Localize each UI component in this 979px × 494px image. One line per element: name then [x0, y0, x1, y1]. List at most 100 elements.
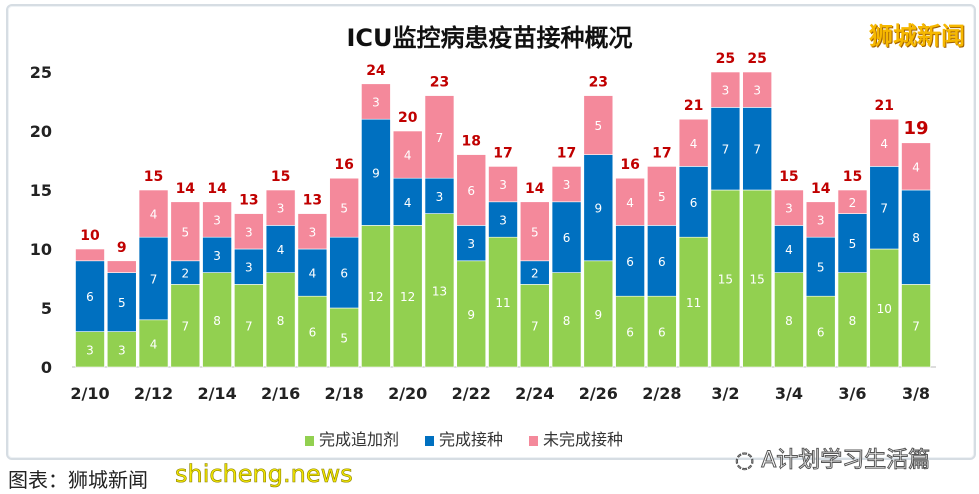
segment-label: 3 [118, 343, 126, 357]
segment-label: 7 [531, 320, 539, 334]
bar-segment [456, 260, 487, 368]
bar-segment [424, 213, 455, 368]
bar-segment [869, 166, 900, 250]
segment-label: 5 [531, 225, 539, 239]
segment-label: 4 [404, 149, 412, 163]
segment-label: 3 [436, 190, 444, 204]
segment-label: 5 [181, 225, 189, 239]
segment-label: 4 [912, 160, 920, 174]
segment-label: 12 [368, 290, 383, 304]
segment-label: 13 [432, 284, 447, 298]
bar-segment [837, 189, 868, 214]
total-label: 23 [430, 75, 449, 91]
segment-label: 3 [817, 214, 825, 228]
total-label: 16 [334, 157, 353, 173]
bar-segment [837, 213, 868, 273]
segment-label: 6 [658, 255, 666, 269]
footer-source: 图表：狮城新闻 [8, 468, 148, 492]
bar-segment [297, 213, 328, 250]
bar-segment [901, 189, 931, 285]
segment-label: 8 [213, 314, 221, 328]
segment-label: 7 [436, 131, 444, 145]
total-label: 9 [117, 240, 127, 256]
segment-label: 6 [626, 255, 634, 269]
segment-label: 7 [150, 273, 158, 287]
total-label: 16 [620, 157, 639, 173]
segment-label: 6 [86, 290, 94, 304]
total-label: 14 [811, 181, 831, 197]
bar-segment [615, 225, 645, 297]
bar-segment [678, 166, 709, 238]
bar-segment [837, 272, 868, 368]
bar-segment [488, 166, 518, 203]
segment-label: 7 [245, 320, 253, 334]
wechat-credit: ◌ A计划学习生活篇 [734, 448, 931, 474]
legend-item-complete: 完成接种 [425, 426, 503, 450]
legend-swatch [529, 435, 539, 446]
x-tick-label: 2/18 [325, 384, 364, 403]
total-label: 13 [239, 193, 258, 209]
legend-item-booster: 完成追加剂 [305, 426, 399, 450]
segment-label: 3 [277, 202, 285, 216]
x-tick-label: 2/28 [642, 384, 681, 403]
bar-segment [901, 142, 931, 191]
segment-label: 8 [912, 231, 920, 245]
total-label: 15 [779, 169, 798, 185]
bar-segment [805, 201, 836, 238]
segment-label: 3 [467, 237, 475, 251]
bar-segment [138, 319, 169, 368]
bar-segment [234, 213, 264, 250]
segment-label: 2 [531, 267, 539, 281]
bar-segment [297, 295, 328, 368]
bar-segment [583, 154, 614, 262]
segment-label: 8 [563, 314, 571, 328]
segment-label: 8 [277, 314, 285, 328]
legend: 完成追加剂 完成接种 未完成接种 [305, 426, 623, 450]
total-label: 18 [461, 134, 480, 150]
bar-segment [615, 295, 645, 368]
total-label: 15 [843, 169, 862, 185]
bar-segment [329, 177, 359, 238]
x-tick-label: 3/6 [838, 384, 866, 403]
bar-segment [392, 225, 423, 368]
segment-label: 4 [150, 208, 158, 222]
segment-label: 3 [213, 214, 221, 228]
segment-label: 7 [753, 143, 761, 157]
segment-label: 9 [594, 308, 602, 322]
segment-label: 3 [753, 84, 761, 98]
bar-segment [901, 284, 931, 368]
segment-label: 6 [340, 267, 348, 281]
total-label: 14 [525, 181, 545, 197]
bar-segment [392, 130, 423, 179]
segment-label: 4 [277, 243, 285, 257]
bar-segment [361, 83, 391, 120]
segment-label: 5 [594, 119, 602, 133]
y-tick-label: 25 [30, 63, 52, 82]
y-tick-label: 15 [30, 181, 52, 200]
total-label: 17 [557, 145, 576, 161]
total-label: 15 [271, 169, 290, 185]
x-tick-label: 2/12 [134, 384, 173, 403]
bar-segment [170, 201, 201, 262]
segment-label: 6 [467, 184, 475, 198]
bar-segment [138, 189, 169, 238]
bar-segment [551, 272, 582, 368]
bar-segment [551, 166, 582, 203]
legend-item-incomplete: 未完成接种 [529, 426, 623, 450]
total-label: 19 [903, 118, 928, 139]
bar-segment [742, 107, 772, 191]
segment-label: 4 [309, 267, 317, 281]
segment-label: 2 [181, 267, 189, 281]
bar-segment [647, 295, 677, 368]
wechat-icon: ◌ [734, 448, 762, 474]
bar-segment [138, 236, 169, 321]
x-tick-label: 3/2 [711, 384, 739, 403]
segment-label: 9 [594, 202, 602, 216]
total-label: 13 [303, 193, 322, 209]
total-label: 10 [80, 228, 100, 244]
y-tick-label: 10 [30, 240, 52, 259]
segment-label: 3 [86, 343, 94, 357]
bar-segment [329, 307, 359, 368]
y-tick-label: 20 [30, 122, 52, 141]
bar-segment [615, 177, 645, 226]
